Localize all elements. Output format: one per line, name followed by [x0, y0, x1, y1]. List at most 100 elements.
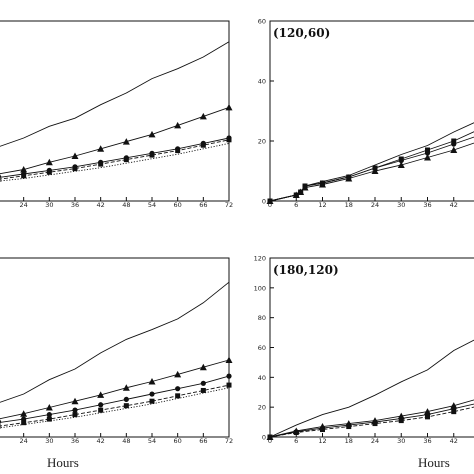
series-4-point	[293, 430, 299, 436]
series-3-point	[398, 157, 404, 164]
panel-title: (120,60)	[273, 26, 330, 40]
series-4-point	[46, 416, 52, 422]
bottom-right-x-axis-label: Hours	[418, 455, 450, 470]
series-4-point	[297, 188, 305, 195]
x-tick-label: 48	[122, 201, 130, 209]
x-tick-label: 42	[97, 437, 105, 445]
series-4-point	[0, 423, 1, 429]
x-tick-label: 60	[174, 201, 182, 209]
series-2-point	[122, 138, 130, 145]
y-tick-label: 20	[258, 404, 266, 412]
series-line-4	[0, 384, 230, 427]
y-tick-label: 60	[258, 18, 266, 26]
series-line-3	[0, 375, 230, 423]
series-4-point	[149, 152, 155, 158]
x-tick-label: 24	[20, 437, 28, 445]
y-tick-label: 120	[254, 255, 266, 263]
series-4-point	[425, 414, 430, 420]
x-tick-label: 54	[148, 201, 156, 209]
series-2-point	[174, 121, 182, 129]
x-tick-label: 24	[371, 201, 379, 209]
series-4-point	[372, 421, 378, 427]
series-4-point	[226, 382, 232, 388]
series-4-point	[371, 167, 379, 174]
series-4-point	[21, 420, 27, 426]
series-2-point	[225, 356, 233, 364]
series-line-1	[269, 339, 474, 438]
series-3-point	[72, 407, 78, 413]
series-4-point	[346, 424, 352, 430]
y-tick-label: 0	[262, 434, 266, 442]
series-2-point	[148, 130, 156, 138]
x-tick-label: 24	[20, 201, 28, 209]
y-tick-label: 20	[258, 138, 266, 146]
series-2-point	[97, 391, 105, 398]
x-tick-label: 18	[345, 201, 353, 209]
series-line-5	[0, 142, 230, 182]
x-tick-label: 18	[345, 437, 353, 445]
series-line-2	[0, 106, 230, 175]
x-tick-label: 0	[268, 201, 272, 209]
series-3-point	[175, 386, 181, 392]
series-4-point	[226, 137, 232, 143]
series-4-point	[200, 142, 206, 148]
series-2-point	[0, 174, 2, 177]
series-3-point	[123, 396, 129, 403]
series-4-point	[301, 184, 309, 191]
panel-4: 0 6 12 18 24 30 36 42 0 20 40 60 80 100 120 (180,120)	[254, 255, 474, 445]
series-line-1	[0, 41, 230, 147]
series-2-point	[122, 384, 130, 391]
plot-frame	[0, 20, 230, 202]
plot-frame	[269, 257, 474, 438]
x-tick-label: 36	[423, 201, 431, 209]
series-3-point	[149, 391, 155, 397]
y-tick-label: 40	[258, 78, 266, 86]
series-4-point	[123, 157, 129, 163]
series-4-point	[266, 197, 274, 204]
x-tick-label: 12	[318, 437, 326, 445]
plot-frame	[0, 257, 230, 438]
series-3-point	[98, 402, 104, 408]
x-tick-label: 48	[122, 437, 130, 445]
series-2-point	[0, 419, 2, 423]
series-2-point	[225, 103, 233, 111]
x-tick-label: 24	[371, 437, 379, 445]
series-line-1	[0, 281, 230, 403]
series-4-point	[175, 148, 181, 154]
series-4-point	[424, 154, 431, 161]
series-4-point	[292, 191, 300, 198]
series-4-point	[450, 146, 458, 153]
x-tick-label: 12	[318, 201, 326, 209]
x-tick-label: 36	[71, 437, 79, 445]
x-tick-label: 54	[148, 437, 156, 445]
series-4-point	[398, 418, 404, 424]
x-tick-label: 66	[199, 437, 207, 445]
series-2-point	[45, 403, 53, 411]
x-tick-label: 60	[174, 437, 182, 445]
x-tick-label: 42	[97, 201, 105, 209]
x-tick-label: 6	[294, 201, 298, 209]
series-2-point	[451, 138, 457, 144]
series-2-point	[199, 363, 207, 371]
panel-title: (180,120)	[273, 263, 339, 277]
y-tick-label: 60	[258, 344, 266, 352]
series-4-point	[72, 166, 78, 172]
x-tick-label: 36	[423, 437, 431, 445]
series-3-point	[226, 373, 232, 379]
bottom-left-x-axis-label: Hours	[47, 455, 79, 470]
series-4-point	[267, 434, 273, 440]
x-tick-label: 30	[397, 201, 405, 209]
series-2-point	[20, 166, 28, 173]
series-4-point	[46, 169, 52, 175]
series-4-point	[21, 173, 27, 179]
x-tick-label: 0	[268, 437, 272, 445]
series-4-point	[123, 403, 129, 409]
series-4-point	[98, 407, 104, 413]
series-line-2	[0, 359, 230, 420]
series-line-3	[0, 137, 230, 178]
x-tick-label: 66	[199, 201, 207, 209]
series-3-point	[424, 150, 431, 156]
series-2-point	[71, 152, 79, 159]
series-4-point	[72, 412, 78, 418]
series-3-point	[451, 141, 457, 147]
